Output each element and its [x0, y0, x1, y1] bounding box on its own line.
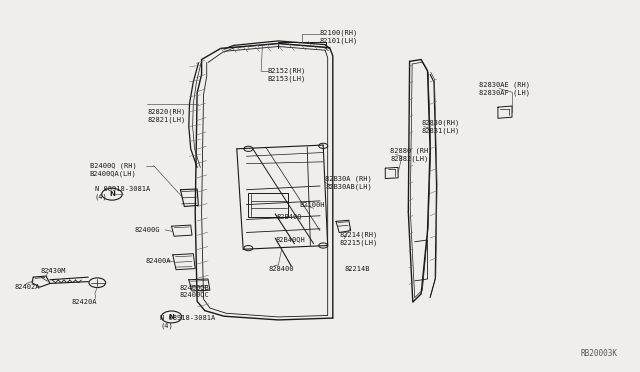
Text: 82420A: 82420A [72, 299, 97, 305]
Text: 82430M: 82430M [40, 268, 66, 274]
Text: N 08918-3081A
(4): N 08918-3081A (4) [160, 315, 215, 329]
Text: 82100(RH)
82101(LH): 82100(RH) 82101(LH) [320, 30, 358, 44]
Text: B2152(RH)
B2153(LH): B2152(RH) B2153(LH) [268, 67, 306, 81]
Text: B2400Q (RH)
B2400QA(LH): B2400Q (RH) B2400QA(LH) [90, 162, 136, 176]
Text: 82214(RH)
82215(LH): 82214(RH) 82215(LH) [339, 232, 378, 246]
Text: 82B40QH: 82B40QH [275, 236, 305, 242]
Text: 82830AE (RH)
82830AF (LH): 82830AE (RH) 82830AF (LH) [479, 81, 530, 96]
Text: 82400G: 82400G [134, 227, 160, 233]
Text: RB20003K: RB20003K [580, 349, 618, 358]
Text: 82880 (RH)
82882(LH): 82880 (RH) 82882(LH) [390, 147, 433, 161]
Text: 82830(RH)
82831(LH): 82830(RH) 82831(LH) [421, 120, 460, 134]
Text: 82B30A (RH)
82B30AB(LH): 82B30A (RH) 82B30AB(LH) [325, 176, 372, 190]
Text: 828400: 828400 [269, 266, 294, 272]
Text: N: N [168, 314, 175, 320]
Text: 82402A: 82402A [14, 284, 40, 290]
Text: N 08918-3081A
(4): N 08918-3081A (4) [95, 186, 150, 201]
Text: N: N [109, 191, 115, 197]
Bar [248, 193, 288, 217]
Text: 82820(RH)
82821(LH): 82820(RH) 82821(LH) [147, 108, 186, 122]
Text: 82400QB
82400QC: 82400QB 82400QC [179, 284, 209, 298]
Text: B2100H: B2100H [300, 202, 325, 208]
Text: 82214B: 82214B [344, 266, 370, 272]
Text: 82B40Q: 82B40Q [276, 214, 302, 219]
Text: 82400A: 82400A [146, 258, 172, 264]
